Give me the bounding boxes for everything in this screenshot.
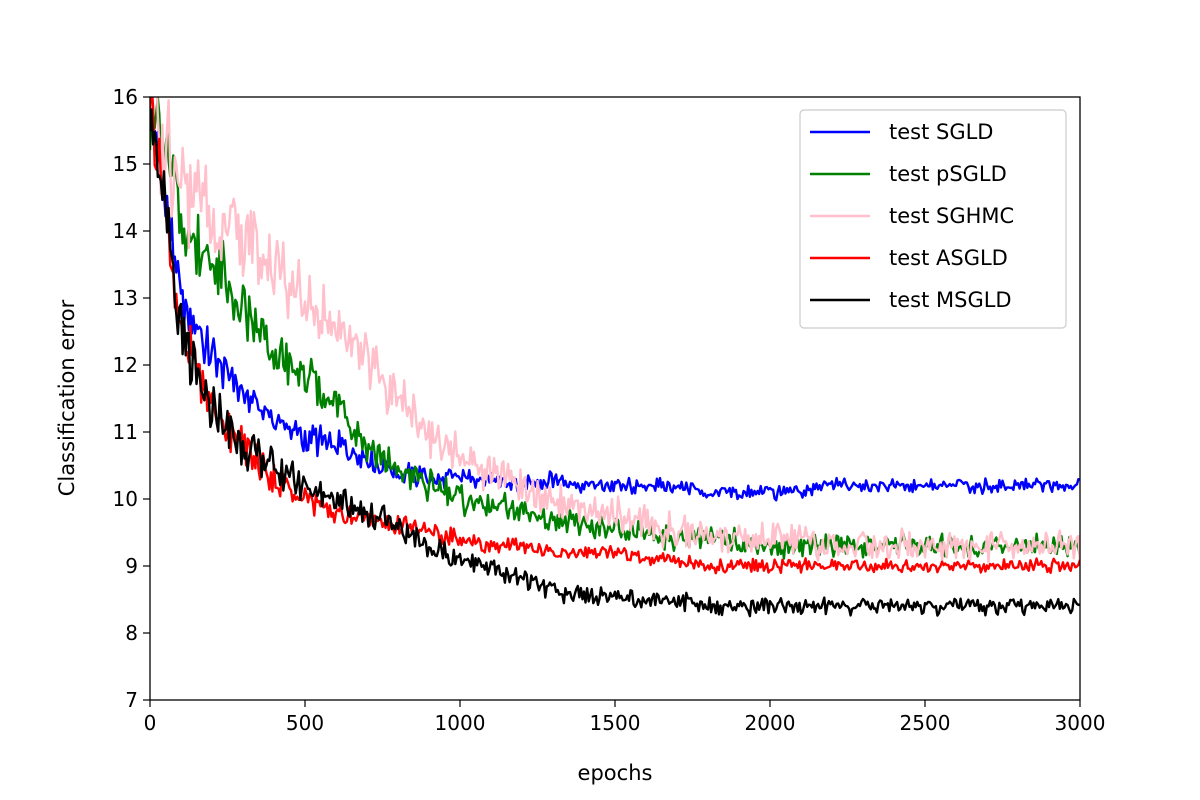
y-tick-label: 9 — [125, 554, 138, 578]
x-tick-label: 1000 — [435, 711, 486, 735]
y-tick-label: 15 — [113, 152, 138, 176]
y-tick-label: 13 — [113, 286, 138, 310]
x-tick-label: 2000 — [745, 711, 796, 735]
legend-label: test MSGLD — [889, 288, 1012, 312]
x-tick-label: 3000 — [1055, 711, 1106, 735]
x-tick-label: 500 — [286, 711, 324, 735]
series-line-5 — [150, 108, 1080, 618]
legend-label: test SGHMC — [889, 204, 1014, 228]
legend-box — [799, 109, 1067, 329]
y-tick-label: 12 — [113, 353, 138, 377]
x-tick-label: 2500 — [900, 711, 951, 735]
y-axis: 7 8 9 10 11 12 13 14 15 16 — [113, 85, 150, 712]
x-tick-label: 0 — [144, 711, 157, 735]
y-tick-label: 8 — [125, 621, 138, 645]
y-tick-label: 7 — [125, 688, 138, 712]
series-layer — [150, 97, 1080, 618]
y-axis-title: Classification error — [55, 299, 79, 496]
x-tick-label: 1500 — [590, 711, 641, 735]
y-tick-label: 14 — [113, 219, 138, 243]
x-axis: 0 500 1000 1500 2000 2500 3000 — [144, 700, 1106, 735]
y-tick-label: 16 — [113, 85, 138, 109]
legend-label: test SGLD — [889, 120, 993, 144]
series-line-3 — [150, 97, 1080, 564]
legend: test SGLD test pSGLD test SGHMC test ASGLD t… — [799, 109, 1067, 329]
y-tick-label: 10 — [113, 487, 138, 511]
series-line-4 — [150, 97, 1080, 575]
legend-label: test pSGLD — [889, 162, 1007, 186]
y-tick-label: 11 — [113, 420, 138, 444]
x-axis-title: epochs — [578, 761, 653, 785]
series-line-1 — [150, 103, 1080, 502]
legend-label: test ASGLD — [889, 246, 1008, 270]
